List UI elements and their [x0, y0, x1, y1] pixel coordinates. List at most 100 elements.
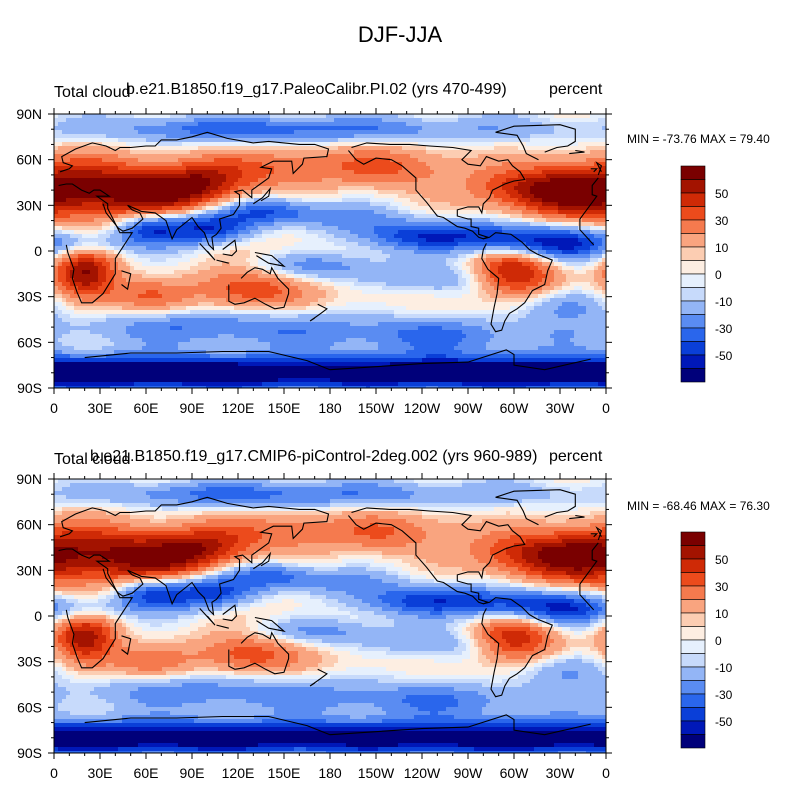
field-cell — [510, 202, 515, 207]
field-cell — [314, 154, 319, 159]
field-cell — [186, 154, 191, 159]
field-cell — [194, 202, 199, 207]
field-cell — [66, 166, 71, 171]
field-cell — [274, 130, 279, 135]
field-cell — [446, 202, 451, 207]
field-cell — [258, 198, 263, 203]
field-cell — [246, 174, 251, 179]
field-cell — [538, 234, 543, 239]
field-cell — [130, 202, 135, 207]
field-cell — [102, 186, 107, 191]
field-cell — [74, 158, 79, 163]
field-cell — [218, 146, 223, 151]
field-cell — [194, 198, 199, 203]
field-cell — [174, 130, 179, 135]
field-cell — [278, 186, 283, 191]
field-cell — [390, 114, 395, 119]
field-cell — [574, 178, 579, 183]
field-cell — [286, 158, 291, 163]
field-cell — [218, 210, 223, 215]
field-cell — [326, 210, 331, 215]
field-cell — [290, 194, 295, 199]
field-cell — [174, 126, 179, 131]
field-cell — [306, 150, 311, 155]
field-cell — [110, 202, 115, 207]
field-cell — [562, 234, 567, 239]
field-cell — [498, 198, 503, 203]
field-cell — [126, 146, 131, 151]
field-cell — [306, 242, 311, 247]
field-cell — [470, 246, 475, 251]
field-cell — [486, 234, 491, 239]
field-cell — [526, 198, 531, 203]
field-cell — [222, 234, 227, 239]
field-cell — [210, 250, 215, 255]
field-cell — [166, 182, 171, 187]
field-cell — [486, 174, 491, 179]
field-cell — [506, 234, 511, 239]
field-cell — [314, 254, 319, 259]
field-cell — [334, 114, 339, 119]
field-cell — [118, 138, 123, 143]
field-cell — [154, 238, 159, 243]
field-cell — [74, 154, 79, 159]
field-cell — [86, 146, 91, 151]
field-cell — [386, 114, 391, 119]
field-cell — [198, 254, 203, 259]
field-cell — [186, 214, 191, 219]
field-cell — [602, 170, 606, 175]
field-cell — [82, 246, 87, 251]
field-cell — [362, 246, 367, 251]
field-cell — [134, 146, 139, 151]
field-cell — [526, 218, 531, 223]
field-cell — [102, 174, 107, 179]
field-cell — [66, 194, 71, 199]
field-cell — [466, 226, 471, 231]
field-cell — [306, 166, 311, 171]
field-cell — [266, 178, 271, 183]
field-cell — [122, 126, 127, 131]
field-cell — [58, 230, 63, 235]
field-cell — [470, 230, 475, 235]
field-cell — [190, 190, 195, 195]
field-cell — [170, 158, 175, 163]
field-cell — [54, 254, 59, 259]
field-cell — [482, 242, 487, 247]
field-cell — [322, 114, 327, 119]
field-cell — [542, 174, 547, 179]
field-cell — [162, 194, 167, 199]
field-cell — [330, 166, 335, 171]
field-cell — [406, 146, 411, 151]
field-cell — [594, 170, 599, 175]
field-cell — [206, 166, 211, 171]
field-cell — [258, 170, 263, 175]
field-cell — [266, 206, 271, 211]
field-cell — [186, 146, 191, 151]
field-cell — [354, 150, 359, 155]
field-cell — [150, 150, 155, 155]
field-cell — [358, 254, 363, 259]
field-cell — [222, 242, 227, 247]
field-cell — [118, 166, 123, 171]
field-cell — [178, 138, 183, 143]
field-cell — [422, 170, 427, 175]
field-cell — [70, 254, 75, 259]
field-cell — [106, 234, 111, 239]
field-cell — [490, 118, 495, 123]
field-cell — [62, 254, 67, 259]
field-cell — [138, 154, 143, 159]
field-cell — [494, 154, 499, 159]
field-cell — [342, 234, 347, 239]
field-cell — [118, 162, 123, 167]
field-cell — [486, 158, 491, 163]
field-cell — [206, 158, 211, 163]
field-cell — [382, 218, 387, 223]
field-cell — [82, 230, 87, 235]
field-cell — [382, 126, 387, 131]
field-cell — [322, 162, 327, 167]
field-cell — [194, 130, 199, 135]
field-cell — [186, 206, 191, 211]
field-cell — [382, 210, 387, 215]
field-cell — [410, 198, 415, 203]
field-cell — [294, 150, 299, 155]
